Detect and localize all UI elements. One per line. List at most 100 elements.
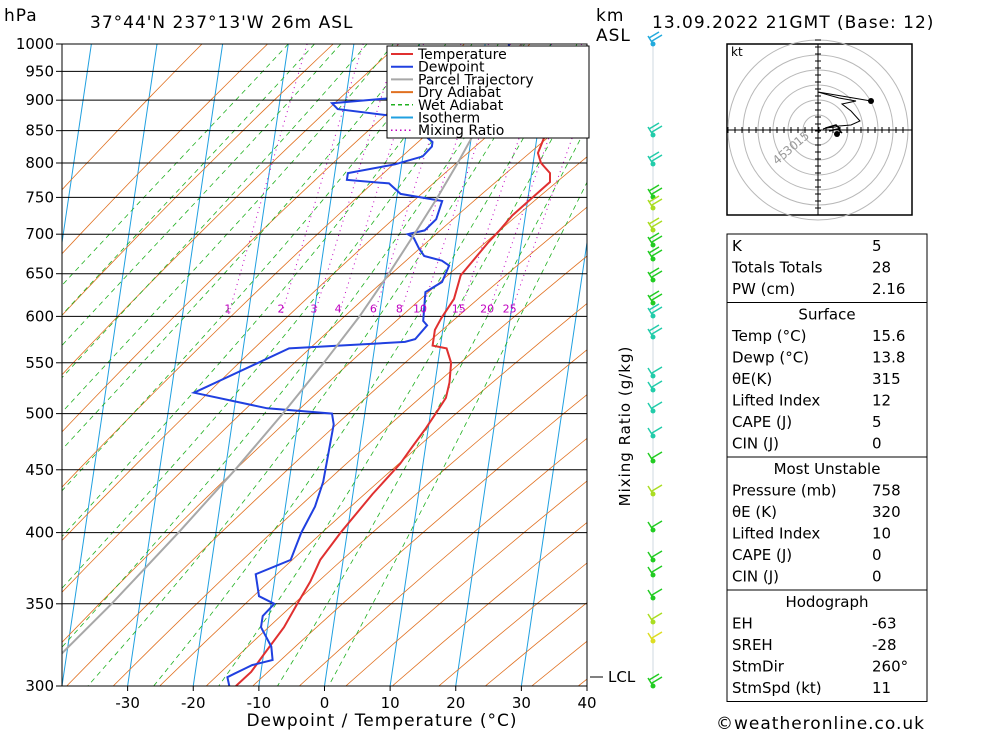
stat-label: EH xyxy=(732,615,753,633)
mixing-ratio-label: 8 xyxy=(396,302,403,315)
wet-adiabat-line xyxy=(87,44,552,686)
hodograph-unit: kt xyxy=(731,45,743,59)
station-location: 37°44'N 237°13'W 26m ASL xyxy=(90,13,354,33)
mixing-ratio-label: 25 xyxy=(503,302,517,315)
wind-barb xyxy=(647,151,663,165)
legend-label: Isotherm xyxy=(418,111,480,127)
stat-value: 260° xyxy=(872,658,908,676)
wind-barb xyxy=(647,612,663,623)
km-label: km xyxy=(596,6,624,26)
y-tick-label: 550 xyxy=(25,354,54,372)
stat-value: -63 xyxy=(872,615,897,633)
y-tick-label: 600 xyxy=(25,307,54,325)
mixing-ratio-axis-title: Mixing Ratio (g/kg) xyxy=(616,346,634,507)
y-tick-label: 1000 xyxy=(16,35,54,53)
dry-adiabat-line xyxy=(62,104,587,593)
stat-label: K xyxy=(732,237,743,255)
wet-adiabat-line xyxy=(218,73,587,686)
wind-barb xyxy=(647,122,663,136)
x-tick-label: 20 xyxy=(446,694,465,712)
wet-adiabat-line xyxy=(62,44,447,492)
wind-barb xyxy=(647,565,663,576)
x-tick-label: -30 xyxy=(115,694,140,712)
y-tick-label: 450 xyxy=(25,461,54,479)
stat-label: Pressure (mb) xyxy=(732,482,837,500)
mixing-ratio-label: 4 xyxy=(335,302,342,315)
wind-barb xyxy=(647,217,663,231)
stat-value: 0 xyxy=(872,568,882,586)
y-tick-label: 700 xyxy=(25,225,54,243)
stat-label: θE(K) xyxy=(732,370,772,388)
wet-adiabat-line xyxy=(62,44,525,648)
hodograph-top-point xyxy=(868,98,874,104)
mixing-ratio-line xyxy=(227,44,308,317)
stat-value: 5 xyxy=(872,413,882,431)
wind-barb xyxy=(647,380,663,391)
legend-label: Temperature xyxy=(417,47,507,63)
stat-value: 5 xyxy=(872,237,882,255)
wind-barb xyxy=(647,31,663,45)
isotherm-line xyxy=(389,44,486,686)
wind-barb xyxy=(647,267,663,281)
wind-barb xyxy=(647,290,663,304)
wet-adiabat-line xyxy=(328,181,587,686)
wind-barb xyxy=(647,401,663,412)
y-tick-label: 950 xyxy=(25,62,54,80)
y-tick-label: 500 xyxy=(25,405,54,423)
dry-adiabat-line xyxy=(252,394,587,686)
mixing-ratio-line xyxy=(280,44,364,317)
stat-value: 13.8 xyxy=(872,349,905,367)
copyright-text: ©weatheronline.co.uk xyxy=(716,714,925,733)
wind-barbs xyxy=(647,31,663,689)
sounding-profiles xyxy=(62,44,551,686)
dry-adiabat-line xyxy=(62,44,203,191)
stat-value: 758 xyxy=(872,482,901,500)
legend-label: Dewpoint xyxy=(418,60,485,76)
y-tick-label: 750 xyxy=(25,188,54,206)
isotherm-line xyxy=(127,44,224,686)
wind-barb xyxy=(647,588,663,599)
y-tick-label: 350 xyxy=(25,595,54,613)
series-line-dewpoint xyxy=(190,44,511,686)
wet-adiabat-line xyxy=(62,44,420,451)
stat-label: Dewp (°C) xyxy=(732,349,809,367)
indices-box xyxy=(726,233,928,303)
x-tick-label: 40 xyxy=(577,694,596,712)
stat-value: -28 xyxy=(872,636,897,654)
wind-barb xyxy=(647,303,663,317)
stat-value: 315 xyxy=(872,370,901,388)
stat-label: CAPE (J) xyxy=(732,546,792,564)
mixing-ratio-label: 1 xyxy=(224,302,231,315)
hodograph_table-box xyxy=(726,589,928,702)
dry-adiabat-line xyxy=(62,44,268,255)
legend-label: Wet Adiabat xyxy=(418,98,504,114)
stat-value: 320 xyxy=(872,503,901,521)
x-axis-title: Dewpoint / Temperature (°C) xyxy=(246,711,517,731)
isotherm-line xyxy=(258,44,355,686)
dry-adiabat-line xyxy=(159,302,587,686)
forecast-datetime: 13.09.2022 21GMT (Base: 12) xyxy=(652,13,934,33)
isotherm-line xyxy=(62,44,158,686)
temperature-axis: -30 -20 -10 0 10 20 30 40 xyxy=(115,686,597,712)
mixing-ratio-label: 3 xyxy=(310,302,317,315)
wind-barb xyxy=(647,484,663,495)
mixing-ratio-label: 2 xyxy=(278,302,285,315)
stat-value: 2.16 xyxy=(872,280,905,298)
wet-adiabat-line xyxy=(277,125,587,686)
wet-adiabat-line xyxy=(62,44,368,379)
hodograph_table-title: Hodograph xyxy=(785,593,868,611)
wind-barb xyxy=(647,184,663,198)
wind-barb xyxy=(647,195,663,209)
y-tick-label: 400 xyxy=(25,524,54,542)
legend-label: Mixing Ratio xyxy=(418,123,504,139)
legend-label: Parcel Trajectory xyxy=(418,72,534,88)
y-tick-label: 800 xyxy=(25,154,54,172)
stat-label: CAPE (J) xyxy=(732,413,792,431)
dry-adiabat-line xyxy=(62,50,587,542)
wet-adiabat-line xyxy=(62,44,315,316)
dry-adiabat-line xyxy=(62,44,465,433)
x-tick-label: 10 xyxy=(381,694,400,712)
